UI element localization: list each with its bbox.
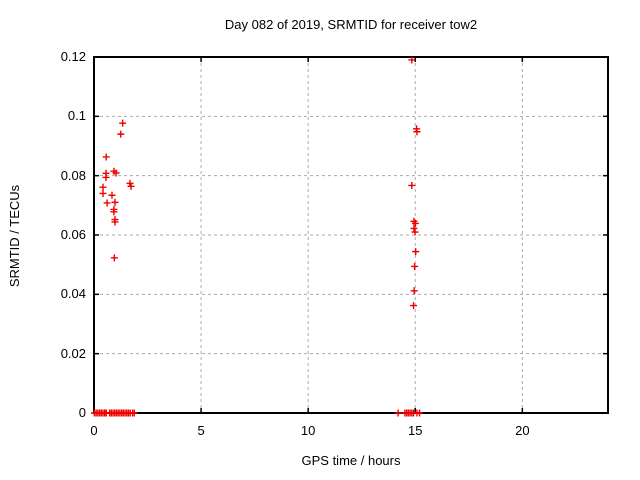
y-tick-label: 0.08 bbox=[60, 167, 86, 183]
data-point-marker bbox=[111, 198, 119, 206]
data-point-marker bbox=[112, 169, 120, 177]
data-point-marker bbox=[416, 409, 424, 417]
data-point-marker bbox=[411, 219, 419, 227]
data-point-marker bbox=[127, 182, 135, 190]
data-point-marker bbox=[117, 130, 125, 138]
data-point-marker bbox=[408, 56, 416, 64]
data-point-marker bbox=[413, 128, 421, 136]
x-tick-label: 10 bbox=[300, 423, 316, 438]
data-point-marker bbox=[410, 302, 418, 310]
data-point-marker bbox=[394, 409, 402, 417]
data-point-marker bbox=[408, 181, 416, 189]
y-tick-label: 0.1 bbox=[67, 108, 86, 124]
data-point-marker bbox=[411, 228, 419, 236]
data-point-marker bbox=[108, 191, 116, 199]
data-point-marker bbox=[410, 287, 418, 295]
y-tick-label: 0.02 bbox=[60, 345, 86, 361]
data-point-marker bbox=[102, 153, 110, 161]
data-point-marker bbox=[111, 218, 119, 226]
data-point-marker bbox=[99, 189, 107, 197]
data-point-marker bbox=[110, 254, 118, 262]
x-tick-label: 15 bbox=[408, 423, 423, 438]
data-point-marker bbox=[102, 173, 110, 181]
y-tick-label: 0.12 bbox=[60, 49, 86, 64]
y-tick-label: 0 bbox=[78, 405, 86, 420]
data-point-marker bbox=[110, 208, 118, 216]
x-tick-label: 0 bbox=[90, 423, 98, 438]
plot-border bbox=[93, 56, 609, 414]
data-point-marker bbox=[412, 248, 420, 256]
x-tick-label: 5 bbox=[197, 423, 205, 438]
x-axis-label: GPS time / hours bbox=[301, 453, 401, 468]
data-point-marker bbox=[130, 409, 138, 417]
data-point-marker bbox=[410, 224, 418, 232]
x-tick-label: 20 bbox=[515, 423, 530, 438]
y-tick-label: 0.04 bbox=[60, 286, 86, 302]
data-point-marker bbox=[119, 119, 127, 127]
data-point-marker bbox=[103, 199, 111, 207]
chart-title: Day 082 of 2019, SRMTID for receiver tow… bbox=[224, 17, 478, 32]
data-point-marker bbox=[99, 183, 107, 191]
y-tick-label: 0.06 bbox=[60, 227, 86, 242]
data-point-marker bbox=[411, 262, 419, 270]
